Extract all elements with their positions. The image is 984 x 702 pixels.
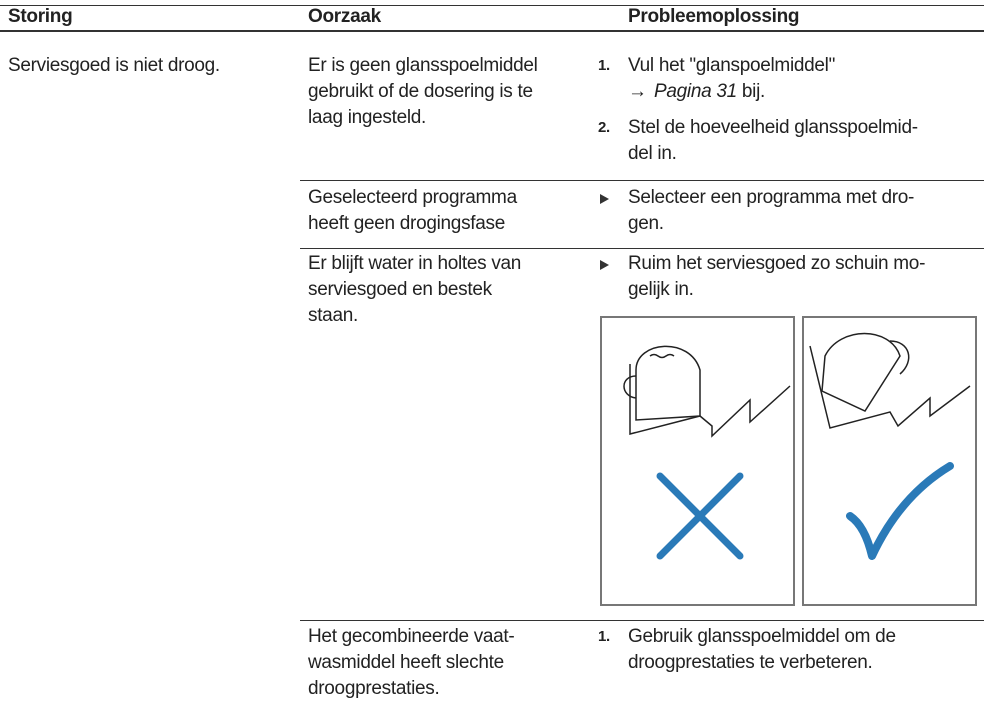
page: (() => { const data = JSON.parse(documen… [0,5,984,699]
top-rule [0,5,984,6]
wrong-drawing [623,345,791,438]
check-icon [846,462,954,560]
cell-text: wasmiddel heeft slechte [308,652,504,673]
column-header: Storing [8,6,73,27]
image-frame [600,316,795,606]
column-header: Probleemoplossing [628,6,800,27]
image-frame [802,316,977,606]
illustration [600,316,977,606]
right-drawing [809,332,971,429]
step-number: 1. [598,57,610,74]
step-text: gelijk in. [628,279,694,300]
step-text: del in. [628,143,677,164]
column-header: Oorzaak [308,6,381,27]
cell-text: Serviesgoed is niet droog. [8,55,220,76]
cell-text: Er is geen glansspoelmiddel [308,55,538,76]
step-text: gen. [628,213,664,234]
step-text: Ruim het serviesgoed zo schuin mo- [628,253,926,274]
row-rule [300,248,984,249]
step-number: 2. [598,119,610,136]
cell-text: Het gecombineerde vaat- [308,626,515,647]
row-rule [300,180,984,181]
cell-text: droogprestaties. [308,678,440,699]
cell-text: staan. [308,305,358,326]
cell-text: laag ingesteld. [308,107,427,128]
cell-text: Geselecteerd programma [308,187,517,208]
cell-text: heeft geen drogingsfase [308,213,505,234]
page-link[interactable]: Pagina 31 [654,81,737,102]
bullet [600,260,609,270]
header-rule [0,30,984,32]
row-rule [300,620,984,621]
cross-icon [656,472,744,560]
step-text: Vul het "glanspoelmiddel" [628,55,836,76]
step-text: bij. [741,81,765,102]
step-number: 1. [598,628,610,645]
step-text: droogprestaties te verbeteren. [628,652,873,673]
cell-text: Er blijft water in holtes van [308,253,522,274]
step-text: Selecteer een programma met dro- [628,187,915,208]
step-text: Gebruik glansspoelmiddel om de [628,626,896,647]
cell-text: serviesgoed en bestek [308,279,492,300]
link-arrow: → [628,81,647,102]
cell-text: gebruikt of de dosering is te [308,81,533,102]
step-text: Stel de hoeveelheid glansspoelmid- [628,117,918,138]
bullet [600,194,609,204]
